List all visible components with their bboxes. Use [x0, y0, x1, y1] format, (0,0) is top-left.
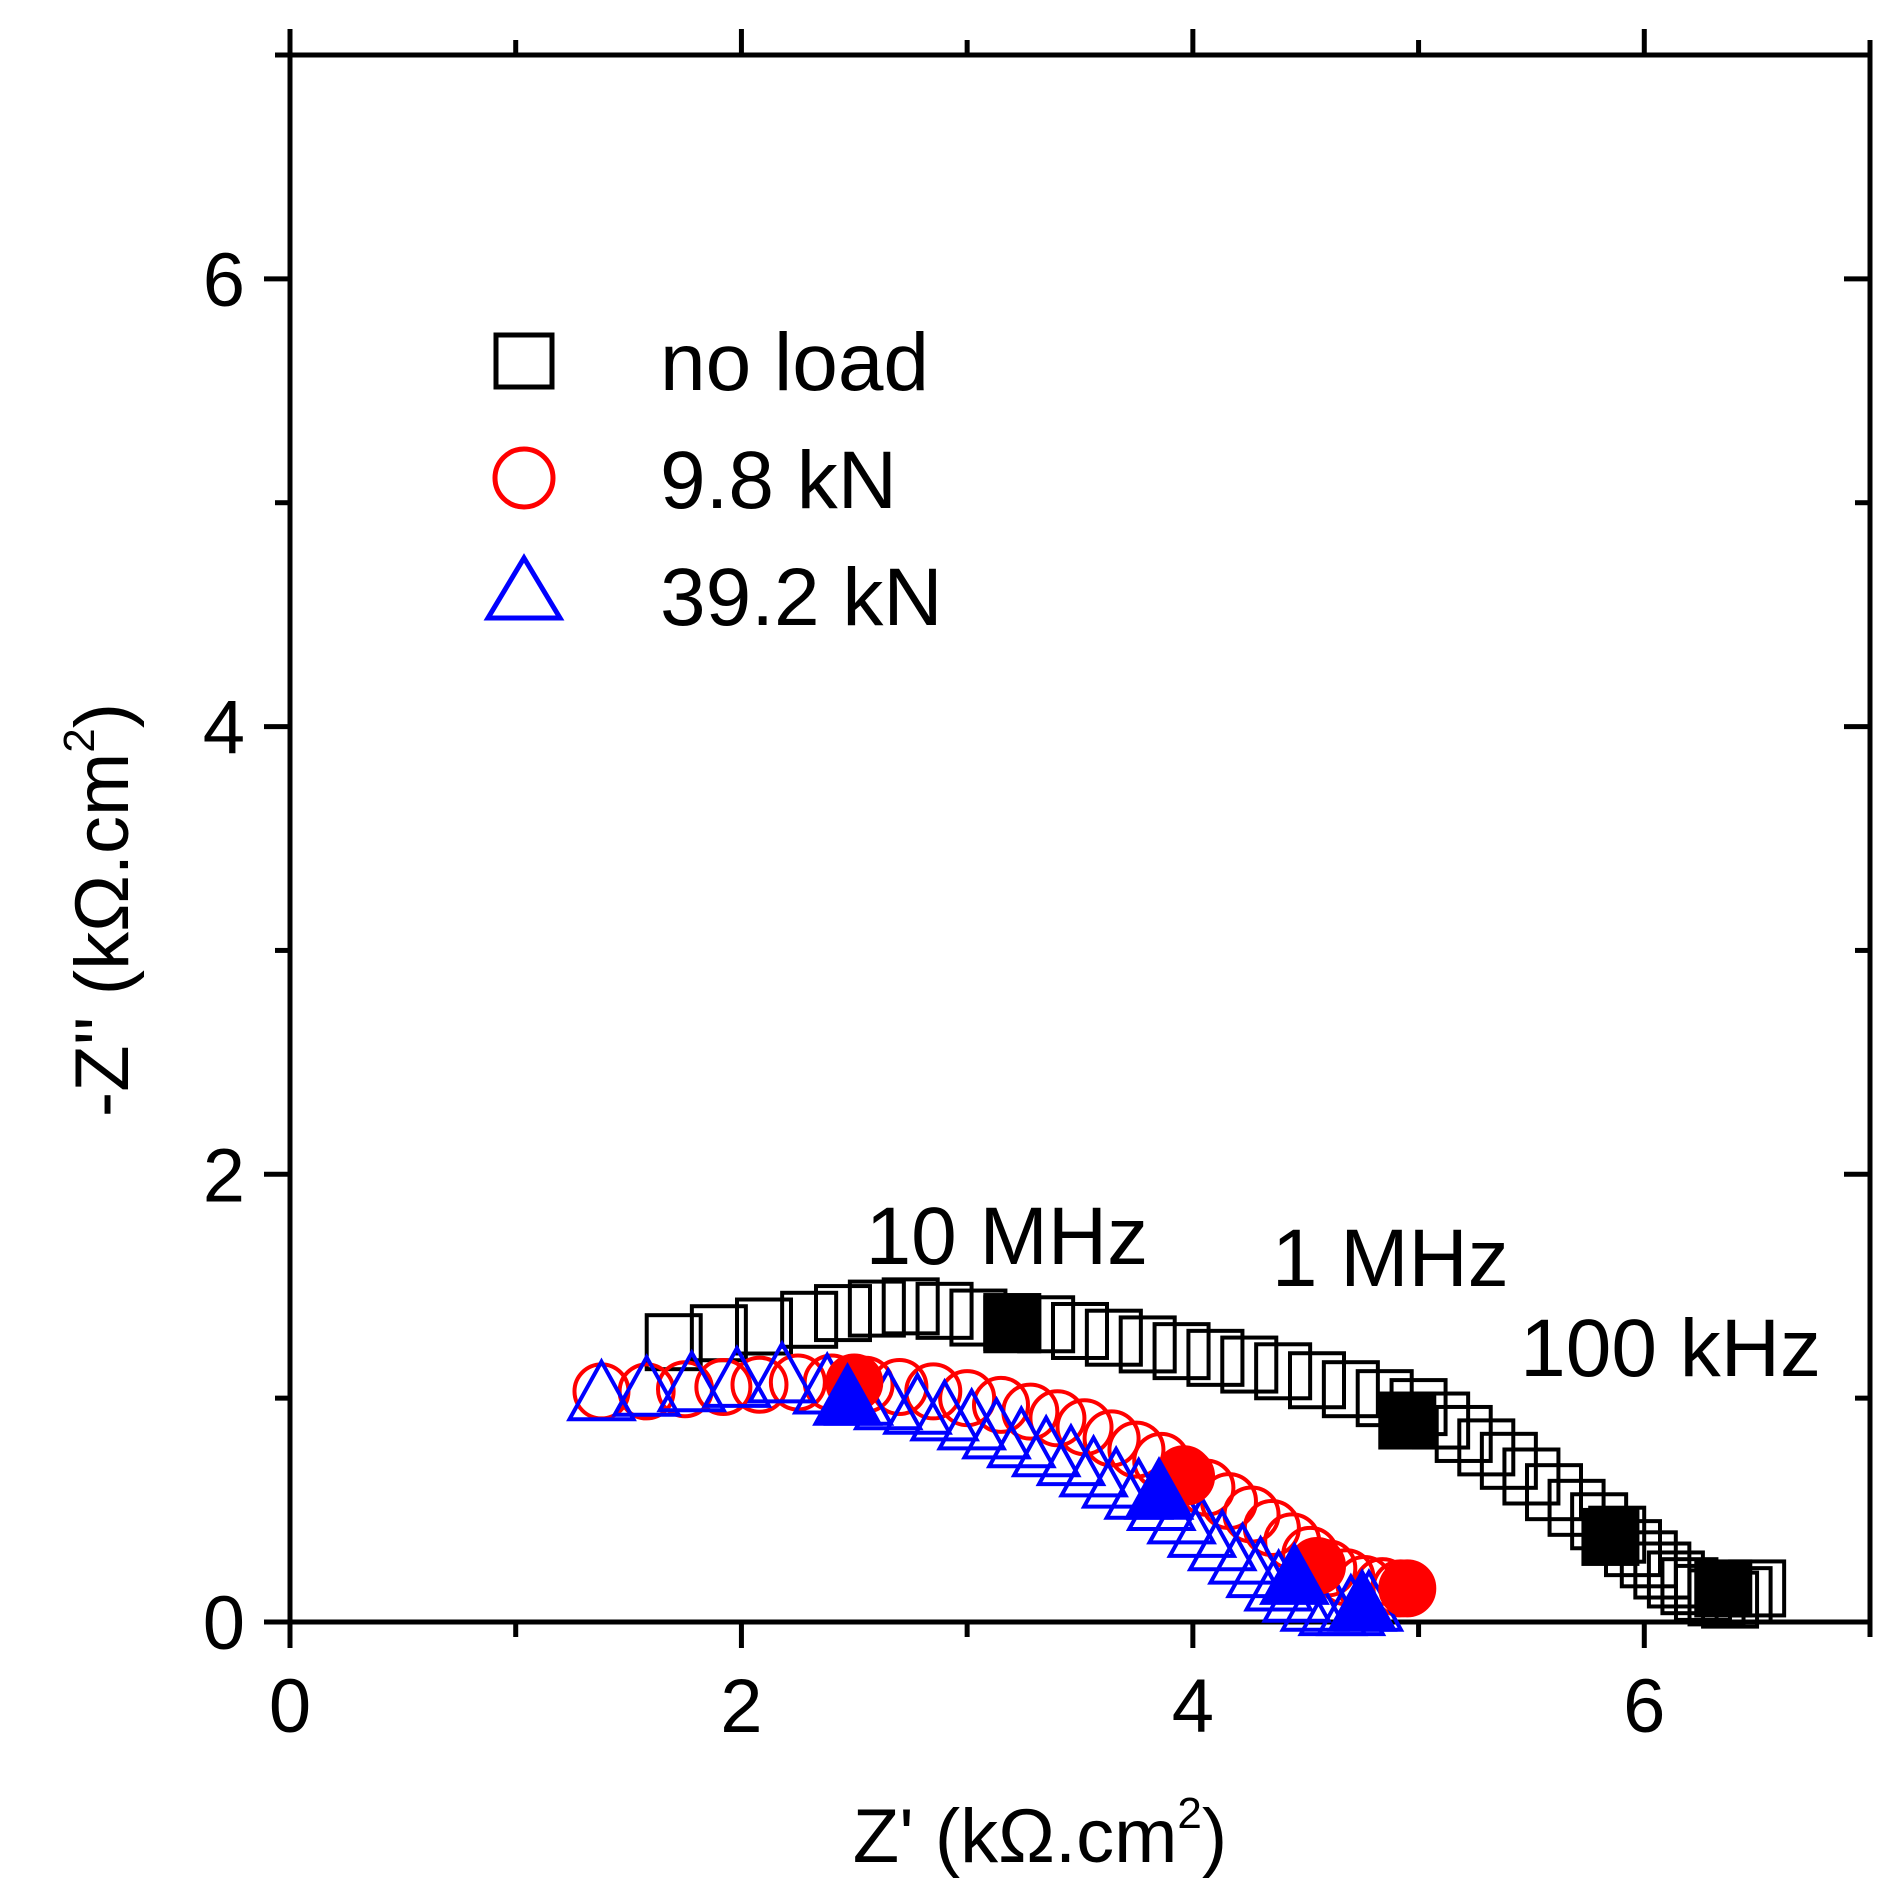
y-tick-label: 2 — [203, 1133, 245, 1218]
frequency-label: 10 MHz — [866, 1191, 1149, 1282]
legend-circle-marker — [492, 446, 556, 510]
frequency-label: 1 MHz — [1272, 1213, 1509, 1304]
no-load-marker — [814, 1284, 872, 1343]
axis-ticks — [264, 29, 1873, 1648]
load-39-2-kn-marker — [1207, 1520, 1278, 1585]
no-load-filled-marker — [983, 1295, 1042, 1354]
no-load-filled-marker — [1378, 1391, 1437, 1450]
no-load-marker — [1186, 1328, 1245, 1387]
y-tick-label: 0 — [203, 1581, 245, 1666]
legend-label-9-8-kn: 9.8 kN — [660, 435, 897, 526]
load-39-2-kn-marker — [1035, 1422, 1107, 1487]
legend-triangle-marker — [483, 553, 565, 621]
legend-item-9-8-kn: 9.8 kN — [492, 435, 897, 526]
load-39-2-kn-marker — [1186, 1507, 1258, 1572]
legend-item-no-load: no load — [493, 317, 929, 408]
load-39-2-kn-marker — [1080, 1444, 1152, 1509]
load-39-2-kn-marker — [1058, 1433, 1129, 1498]
legend-label-no-load: no load — [660, 317, 929, 408]
no-load-marker — [847, 1279, 906, 1338]
no-load-marker — [735, 1297, 793, 1356]
load-9-8-kn-marker — [972, 1375, 1030, 1434]
no-load-marker — [1220, 1335, 1279, 1394]
load-39-2-kn-filled-marker — [812, 1362, 883, 1426]
no-load-marker — [1084, 1308, 1143, 1367]
no-load-marker — [915, 1281, 974, 1340]
x-axis-title: Z' (kΩ.cm2) — [853, 1789, 1227, 1879]
legend-label-39-2-kn: 39.2 kN — [660, 552, 943, 643]
no-load-marker — [644, 1313, 703, 1372]
load-39-2-kn-marker — [1225, 1534, 1296, 1599]
load-39-2-kn-marker — [566, 1357, 637, 1422]
load-9-8-kn-marker — [1107, 1420, 1166, 1479]
y-axis-title: -Z'' (kΩ.cm2) — [55, 703, 145, 1117]
no-load-marker — [780, 1290, 839, 1349]
no-load-marker — [1254, 1342, 1313, 1401]
load-39-2-kn-marker — [656, 1348, 728, 1413]
load-39-2-kn-marker — [1166, 1494, 1238, 1558]
x-tick-label: 0 — [269, 1664, 311, 1749]
x-tick-label: 2 — [720, 1664, 762, 1749]
no-load-marker — [1479, 1431, 1538, 1490]
load-39-2-kn-filled-marker — [1326, 1567, 1398, 1632]
no-load-marker — [1457, 1418, 1516, 1477]
load-9-8-kn-marker — [730, 1355, 789, 1414]
load-9-8-kn-marker — [1028, 1389, 1087, 1448]
filled-markers — [812, 1295, 1753, 1632]
plot-frame — [287, 52, 1873, 1625]
load-39-2-kn-filled-marker — [1123, 1456, 1195, 1520]
legend-item-39-2-kn: 39.2 kN — [483, 552, 943, 643]
y-tick-label: 4 — [203, 686, 245, 771]
no-load-marker — [881, 1277, 940, 1336]
load-39-2-kn-filled-marker — [1259, 1541, 1330, 1605]
no-load-marker — [1152, 1322, 1211, 1381]
no-load-marker — [1525, 1463, 1583, 1522]
no-load-marker — [1321, 1360, 1380, 1419]
load-39-2-kn-marker — [746, 1339, 818, 1404]
frequency-label: 100 kHz — [1520, 1303, 1821, 1394]
x-tick-label: 6 — [1623, 1664, 1665, 1749]
legend-square-marker — [493, 332, 555, 390]
no-load-marker — [1502, 1447, 1561, 1506]
no-load-marker — [1118, 1315, 1177, 1374]
no-load-filled-marker — [1581, 1507, 1640, 1566]
no-load-filled-marker — [1694, 1559, 1753, 1618]
no-load-marker — [1051, 1301, 1109, 1360]
load-9-8-kn-marker — [694, 1357, 753, 1416]
load-39-2-kn-marker — [701, 1344, 773, 1408]
load-39-2-kn-marker — [611, 1353, 683, 1417]
legend: no load 9.8 kN 39.2 kN — [483, 317, 943, 643]
load-9-8-kn-filled-marker — [1378, 1559, 1437, 1618]
axis-tick-labels: 0 2 4 6 0 2 4 6 — [203, 238, 1666, 1749]
load-9-8-kn-marker — [1082, 1409, 1141, 1468]
no-load-marker — [1288, 1351, 1346, 1410]
x-tick-label: 4 — [1172, 1664, 1214, 1749]
y-tick-label: 6 — [203, 238, 245, 323]
